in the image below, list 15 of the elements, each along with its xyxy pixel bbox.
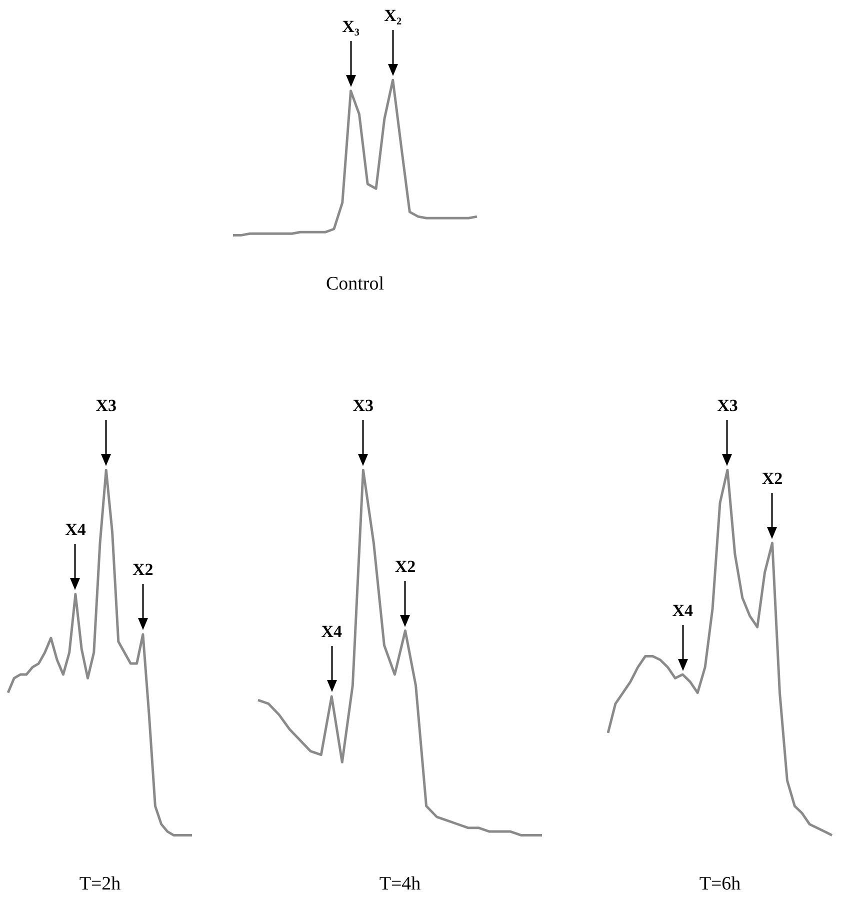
text: X₂	[384, 6, 402, 26]
text: X3	[352, 396, 374, 416]
annotation: X4	[321, 622, 342, 642]
annotation: X2	[394, 556, 416, 577]
text: X₃	[342, 16, 360, 37]
x-axis-title: T=2h	[79, 874, 122, 895]
annotation: X4	[65, 520, 86, 540]
annotation: X2	[132, 560, 154, 580]
annotation: X2	[762, 469, 783, 490]
annotation: X4	[672, 600, 694, 620]
x-axis-title: T=6h	[699, 874, 742, 895]
x-axis-title: Control	[326, 274, 384, 295]
x-axis-title: T=4h	[379, 874, 422, 895]
text: X3	[96, 396, 117, 416]
text: X3	[717, 396, 738, 416]
